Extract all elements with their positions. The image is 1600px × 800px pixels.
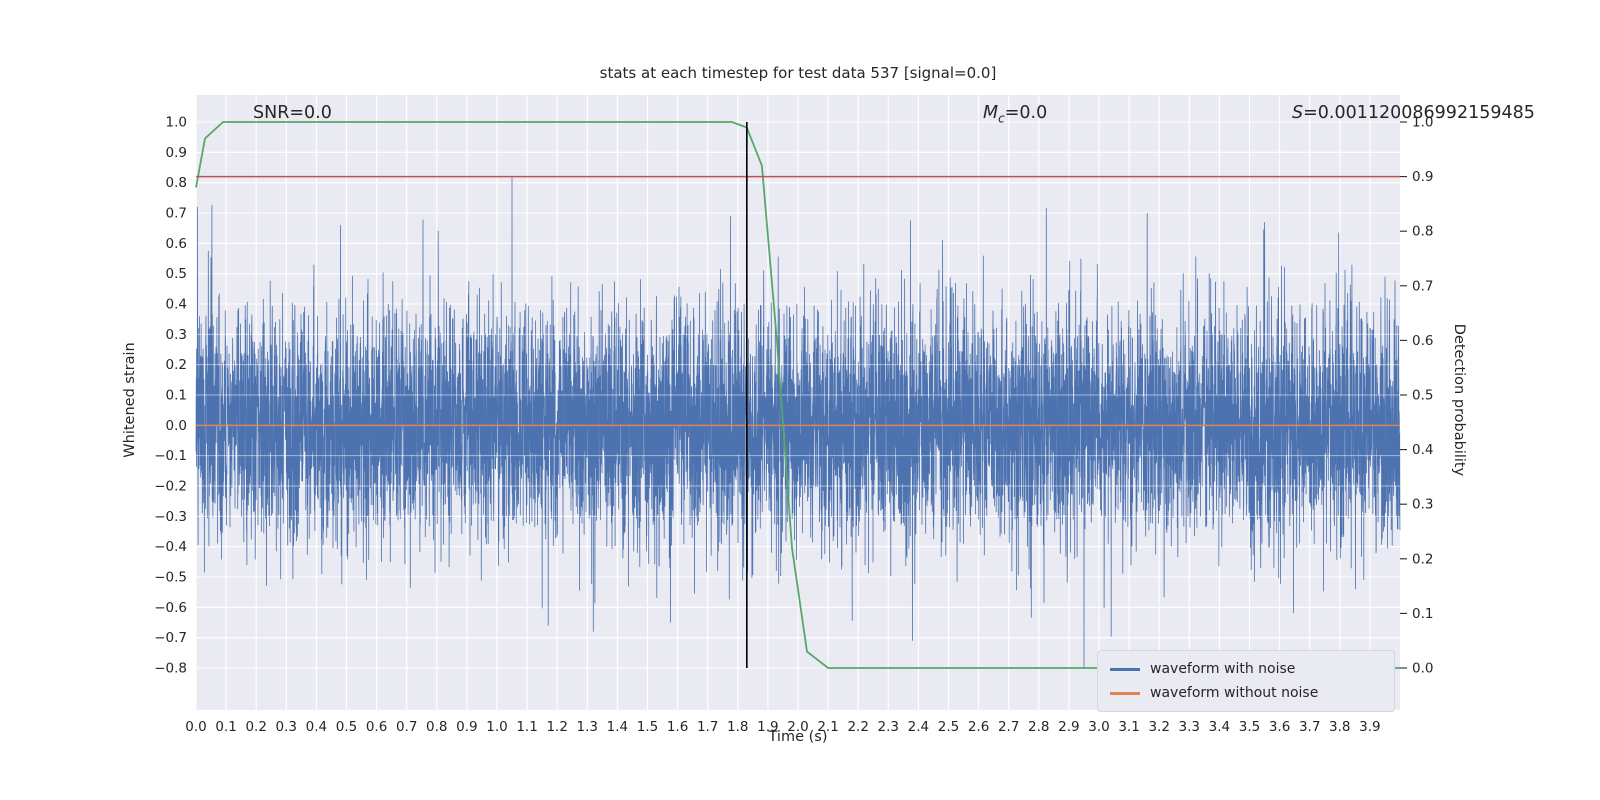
x-tick-label: 0.4 — [306, 719, 327, 735]
y-left-tick-label: −0.8 — [154, 661, 187, 677]
x-tick-label: 1.3 — [577, 719, 598, 735]
x-tick-label: 2.0 — [787, 719, 808, 735]
x-tick-label: 1.1 — [516, 719, 537, 735]
x-axis-title: Time (s) — [768, 729, 828, 745]
left-axis-title: Whitened strain — [122, 342, 138, 458]
x-tick-label: 3.7 — [1299, 719, 1320, 735]
x-tick-label: 0.3 — [276, 719, 297, 735]
x-tick-label: 2.1 — [817, 719, 838, 735]
annotation-snr: SNR=0.0 — [253, 103, 332, 123]
right-axis-title: Detection probability — [1451, 323, 1467, 477]
y-right-tick-label: 0.0 — [1412, 661, 1433, 677]
x-tick-label: 1.2 — [546, 719, 567, 735]
snr-text: SNR=0.0 — [253, 103, 332, 123]
annotation-chirp-mass: Mc=0.0 — [983, 103, 1047, 126]
y-right-tick-label: 0.3 — [1412, 497, 1433, 513]
x-tick-label: 2.5 — [938, 719, 959, 735]
y-right-tick-label: 0.5 — [1412, 388, 1433, 404]
x-tick-label: 0.6 — [366, 719, 387, 735]
x-tick-label: 2.4 — [908, 719, 929, 735]
x-tick-label: 3.1 — [1118, 719, 1139, 735]
statistic-value: =0.001120086992159485 — [1303, 103, 1535, 123]
x-tick-label: 2.2 — [847, 719, 868, 735]
gridline-overlay — [196, 333, 1400, 517]
x-tick-label: 2.7 — [998, 719, 1019, 735]
x-tick-label: 3.6 — [1269, 719, 1290, 735]
x-tick-label: 3.5 — [1239, 719, 1260, 735]
chirp-mass-value: =0.0 — [1004, 103, 1048, 123]
y-left-tick-label: 0.0 — [166, 418, 187, 434]
y-left-tick-label: 0.2 — [166, 357, 187, 373]
y-left-tick-label: 0.3 — [166, 327, 187, 343]
x-tick-label: 1.7 — [697, 719, 718, 735]
legend-item-clean: waveform without noise — [1098, 681, 1394, 705]
x-tick-label: 3.3 — [1179, 719, 1200, 735]
legend-label-clean: waveform without noise — [1150, 685, 1319, 701]
y-left-tick-label: −0.5 — [154, 570, 187, 586]
x-tick-label: 0.5 — [336, 719, 357, 735]
legend-swatch-noise — [1110, 667, 1140, 671]
right-tick-labels: 1.0 0.9 0.8 0.7 0.6 0.5 0.4 0.3 0.2 0.1 0.0 — [1400, 115, 1433, 677]
y-left-tick-label: −0.7 — [154, 630, 187, 646]
y-left-tick-label: 0.4 — [166, 297, 187, 313]
y-left-tick-label: 0.9 — [166, 145, 187, 161]
series-waveform-with-noise — [195, 176, 1401, 669]
legend-label-noise: waveform with noise — [1150, 661, 1296, 677]
x-tick-label: 0.1 — [215, 719, 236, 735]
x-tick-label: 2.3 — [878, 719, 899, 735]
y-right-tick-label: 0.8 — [1412, 224, 1433, 240]
x-tick-label: 1.9 — [757, 719, 778, 735]
annotation-statistic: S=0.001120086992159485 — [1292, 103, 1535, 123]
y-left-tick-label: 1.0 — [166, 115, 187, 131]
y-left-tick-label: 0.5 — [166, 266, 187, 282]
y-left-tick-label: −0.2 — [154, 479, 187, 495]
x-tick-label: 0.9 — [456, 719, 477, 735]
y-left-tick-label: −0.6 — [154, 600, 187, 616]
y-left-tick-label: 0.8 — [166, 175, 187, 191]
y-left-tick-label: −0.4 — [154, 539, 187, 555]
x-tick-labels: 0.0 0.1 0.2 0.3 0.4 0.5 0.6 0.7 0.8 0.9 1.0 1.1 1.2 1… — [185, 719, 1380, 735]
x-tick-label: 2.9 — [1058, 719, 1079, 735]
legend-item-noise: waveform with noise — [1098, 657, 1394, 681]
y-right-tick-label: 0.7 — [1412, 278, 1433, 294]
y-left-tick-label: −0.1 — [154, 448, 187, 464]
chart-title: stats at each timestep for test data 537… — [599, 64, 997, 82]
statistic-symbol: S — [1292, 103, 1304, 123]
x-tick-label: 1.8 — [727, 719, 748, 735]
x-tick-label: 1.6 — [667, 719, 688, 735]
legend: waveform with noise waveform without noi… — [1097, 650, 1395, 712]
x-tick-label: 2.6 — [968, 719, 989, 735]
x-tick-label: 2.8 — [1028, 719, 1049, 735]
x-tick-label: 1.0 — [486, 719, 507, 735]
series-detection-probability — [195, 121, 1400, 669]
x-tick-label: 3.0 — [1088, 719, 1109, 735]
y-right-tick-label: 1.0 — [1412, 115, 1433, 131]
x-tick-label: 3.2 — [1148, 719, 1169, 735]
y-right-tick-label: 0.4 — [1412, 442, 1433, 458]
x-tick-label: 3.8 — [1329, 719, 1350, 735]
x-tick-label: 0.7 — [396, 719, 417, 735]
y-right-tick-label: 0.6 — [1412, 333, 1433, 349]
y-left-tick-label: 0.6 — [166, 236, 187, 252]
y-right-tick-label: 0.9 — [1412, 169, 1433, 185]
y-left-tick-label: 0.7 — [166, 206, 187, 222]
x-tick-label: 1.5 — [637, 719, 658, 735]
y-left-tick-label: −0.3 — [154, 509, 187, 525]
chirp-mass-symbol: M — [983, 103, 999, 123]
x-tick-label: 0.2 — [245, 719, 266, 735]
left-tick-labels: 1.0 0.9 0.8 0.7 0.6 0.5 0.4 0.3 0.2 0.1 0.0 −0.1 −0.… — [154, 115, 187, 677]
chirp-mass-subscript: c — [998, 111, 1005, 126]
x-tick-label: 3.4 — [1209, 719, 1230, 735]
x-tick-label: 1.4 — [607, 719, 628, 735]
legend-swatch-clean — [1110, 691, 1140, 695]
x-tick-label: 3.9 — [1359, 719, 1380, 735]
y-left-tick-label: 0.1 — [166, 388, 187, 404]
x-tick-label: 0.0 — [185, 719, 206, 735]
y-right-tick-label: 0.1 — [1412, 606, 1433, 622]
x-tick-label: 0.8 — [426, 719, 447, 735]
y-right-tick-label: 0.2 — [1412, 551, 1433, 567]
